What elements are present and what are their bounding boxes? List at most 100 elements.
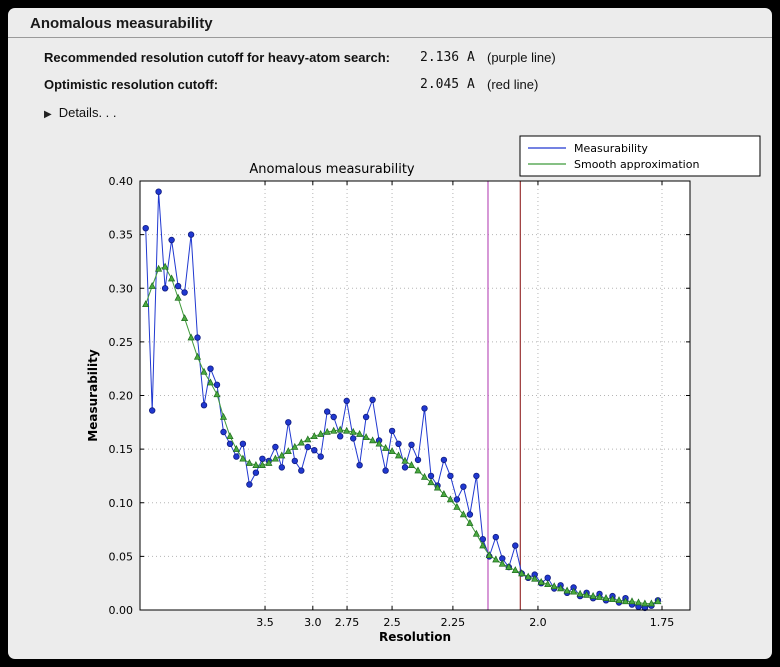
panel-title: Anomalous measurability	[30, 15, 213, 32]
measurability-line	[145, 191, 659, 609]
anomalous-measurability-panel: Anomalous measurability Recommended reso…	[8, 8, 772, 659]
y-tick-label: 0.05	[109, 550, 134, 563]
measurability-marker	[641, 604, 649, 612]
y-tick-label: 0.15	[109, 443, 134, 456]
measurability-marker	[220, 428, 227, 436]
smooth-approximation-marker	[498, 559, 506, 567]
optimistic-cutoff-note: (red line)	[487, 77, 539, 92]
title-separator	[8, 37, 772, 38]
axes-frame	[139, 180, 691, 611]
measurability-marker	[551, 585, 558, 592]
measurability-marker	[200, 402, 208, 409]
smooth-approximation-marker	[258, 461, 266, 468]
measurability-marker	[460, 483, 467, 490]
measurability-marker	[324, 408, 331, 415]
smooth-approximation-marker	[492, 555, 500, 563]
legend-box	[519, 135, 761, 177]
smooth-approximation-marker	[550, 582, 558, 590]
smooth-approximation-marker	[245, 458, 253, 466]
measurability-marker	[453, 496, 461, 503]
measurability-marker	[414, 456, 422, 464]
measurability-marker	[194, 334, 201, 341]
measurability-marker	[181, 289, 188, 296]
measurability-marker	[486, 553, 493, 560]
legend-label-measurability: Measurability	[574, 142, 648, 155]
smooth-approximation-marker	[356, 429, 364, 437]
disclosure-triangle-icon: ▶	[44, 109, 52, 120]
smooth-approximation-marker	[336, 425, 344, 433]
smooth-approximation-marker	[349, 427, 357, 435]
measurability-marker	[388, 427, 396, 435]
details-label: Details. . .	[58, 105, 117, 120]
measurability-marker	[317, 453, 324, 460]
smooth-approximation-marker	[304, 435, 312, 443]
measurability-marker	[434, 482, 441, 489]
smooth-approximation-marker	[239, 454, 247, 462]
y-tick-label: 0.10	[109, 497, 134, 510]
smooth-approximation-marker	[608, 595, 617, 603]
measurability-marker	[609, 592, 616, 600]
smooth-approximation-marker	[634, 598, 643, 606]
measurability-marker	[233, 453, 240, 460]
measurability-marker	[168, 236, 175, 244]
measurability-marker	[505, 563, 512, 571]
measurability-marker	[466, 511, 474, 518]
recommended-cutoff-label: Recommended resolution cutoff for heavy-…	[44, 50, 391, 65]
optimistic-cutoff-label: Optimistic resolution cutoff:	[44, 77, 219, 92]
measurability-marker	[382, 467, 389, 474]
y-tick-label: 0.35	[109, 229, 134, 242]
measurability-marker	[174, 282, 182, 290]
smooth-approximation-marker	[252, 461, 260, 468]
x-tick-label: 2.5	[383, 616, 401, 629]
measurability-marker	[492, 533, 499, 541]
smooth-approximation-marker	[155, 264, 163, 272]
smooth-approximation-marker	[589, 591, 597, 599]
measurability-marker	[447, 472, 454, 480]
smooth-approximation-marker	[219, 412, 228, 420]
smooth-approximation-marker	[168, 274, 176, 282]
measurability-marker	[563, 589, 571, 596]
measurability-marker	[252, 469, 260, 476]
measurability-marker	[291, 457, 298, 465]
smooth-approximation-marker	[621, 597, 630, 605]
x-tick-label: 2.0	[529, 616, 547, 629]
smooth-approximation-marker	[427, 478, 435, 486]
measurability-marker	[479, 536, 486, 543]
smooth-approximation-marker	[583, 590, 591, 598]
measurability-marker	[557, 582, 564, 589]
smooth-approximation-marker	[544, 580, 552, 588]
smooth-approximation-marker	[518, 569, 526, 577]
measurability-marker	[246, 481, 253, 488]
chart-title: Anomalous measurability	[249, 162, 415, 177]
smooth-approximation-marker	[615, 596, 623, 604]
smooth-approximation-marker	[511, 566, 519, 574]
measurability-marker	[362, 413, 370, 421]
measurability-marker	[337, 433, 344, 440]
measurability-marker	[512, 542, 519, 549]
details-disclosure[interactable]: ▶ Details. . .	[44, 105, 117, 120]
measurability-marker	[311, 447, 318, 454]
measurability-marker	[285, 419, 292, 426]
smooth-approximation-marker	[330, 426, 338, 434]
smooth-approximation-marker	[284, 447, 292, 455]
smooth-approximation-marker	[485, 551, 493, 559]
smooth-approximation-marker	[265, 458, 273, 466]
smooth-approximation-marker	[388, 447, 396, 455]
x-tick-label: 2.75	[335, 616, 360, 629]
smooth-approximation-marker	[407, 461, 416, 468]
measurability-marker	[395, 440, 402, 447]
measurability-marker	[602, 597, 610, 604]
smooth-approximation-marker	[226, 432, 234, 440]
measurability-marker	[544, 574, 551, 581]
smooth-approximation-marker	[142, 300, 150, 308]
recommended-cutoff-note: (purple line)	[487, 50, 556, 65]
y-tick-label: 0.30	[109, 282, 134, 295]
measurability-marker	[583, 589, 590, 596]
smooth-approximation-marker	[317, 429, 325, 437]
optimistic-cutoff-value: 2.045 A	[420, 77, 475, 92]
measurability-marker	[375, 437, 383, 444]
measurability-marker	[142, 224, 149, 232]
smooth-approximation-marker	[595, 592, 604, 600]
legend-label-smooth-approximation: Smooth approximation	[574, 158, 699, 171]
y-axis-label: Measurability	[86, 349, 100, 442]
